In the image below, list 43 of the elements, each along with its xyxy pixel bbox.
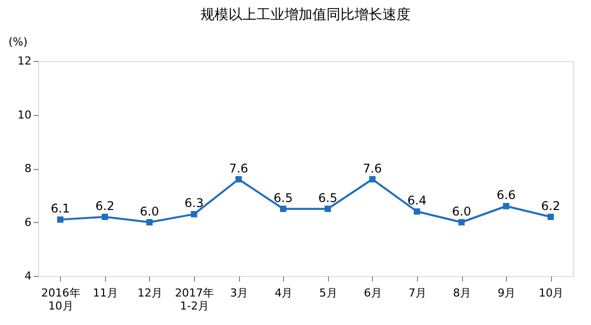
- data-label: 6.2: [95, 198, 114, 213]
- point: [369, 176, 376, 182]
- x-tick-label: 11月: [92, 286, 118, 300]
- x-tick-label: 6月: [364, 286, 382, 300]
- data-label: 6.2: [541, 198, 560, 213]
- chart-title: 规模以上工业增加值同比增长速度: [200, 7, 410, 23]
- x-tick-label: 8月: [453, 286, 472, 300]
- data-label: 6.5: [274, 190, 293, 205]
- point: [146, 219, 153, 226]
- point: [502, 202, 510, 210]
- x-tick-label: 2016年 10月: [41, 286, 80, 312]
- data-label: 6.3: [184, 196, 204, 210]
- x-tick-label: 4月: [274, 286, 293, 300]
- y-tick-label: 10: [18, 108, 32, 122]
- data-label: 7.6: [229, 161, 248, 176]
- y-tick-label: 6: [24, 216, 32, 229]
- data-label: 6.0: [452, 204, 472, 218]
- point: [235, 176, 242, 182]
- x-tick-label: 12月: [137, 286, 162, 300]
- y-tick-label: 12: [18, 54, 32, 68]
- point: [548, 214, 554, 220]
- x-tick-label: 10月: [538, 286, 564, 300]
- y-axis-title: (%): [8, 36, 28, 48]
- data-label: 6.1: [50, 202, 70, 216]
- point: [324, 206, 331, 212]
- x-tick-label: 5月: [319, 286, 338, 300]
- data-label: 6.4: [407, 194, 427, 208]
- data-label: 6.5: [318, 190, 338, 205]
- point: [280, 206, 286, 212]
- x-tick-label: 9月: [498, 286, 516, 300]
- point: [414, 208, 420, 215]
- data-label: 6.0: [140, 204, 160, 218]
- x-tick-label: 3月: [230, 286, 248, 300]
- data-label: 7.6: [362, 161, 382, 176]
- point: [57, 216, 64, 223]
- point: [102, 214, 108, 220]
- point: [458, 219, 465, 226]
- y-tick-label: 8: [24, 162, 32, 175]
- y-tick-label: 4: [24, 270, 32, 282]
- data-label: 6.6: [496, 188, 516, 202]
- x-tick-label: 7月: [408, 286, 426, 300]
- point: [190, 211, 198, 218]
- x-tick-label: 2017年 1-2月: [175, 286, 214, 312]
